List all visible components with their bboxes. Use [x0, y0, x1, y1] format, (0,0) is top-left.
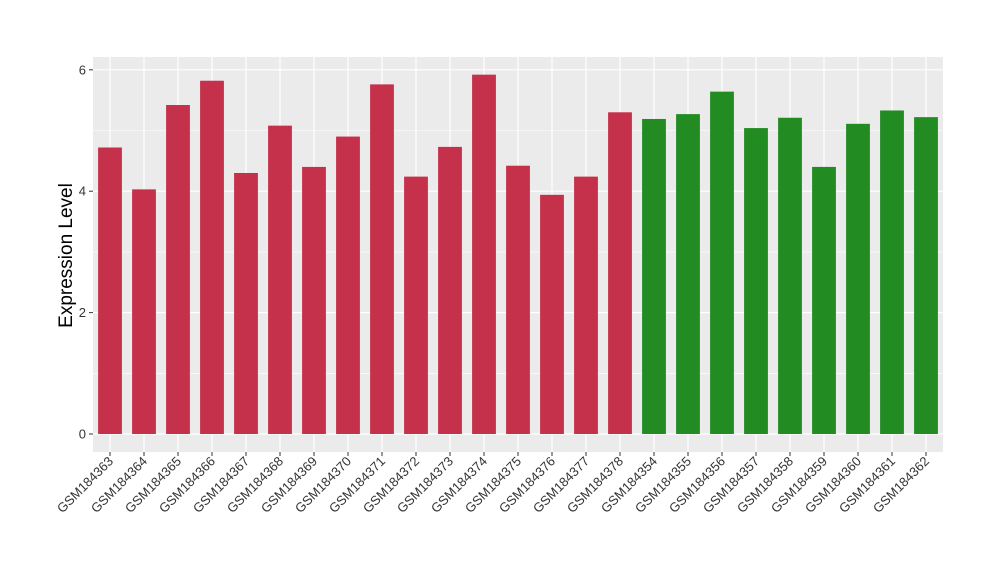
bar-GSM184355: [676, 114, 700, 435]
y-tick-label: 0: [79, 427, 86, 442]
bar-GSM184361: [880, 110, 904, 434]
bar-GSM184360: [846, 123, 870, 434]
bar-GSM184377: [574, 176, 598, 434]
bar-GSM184362: [914, 117, 938, 435]
y-tick-label: 4: [79, 184, 86, 199]
bar-GSM184375: [506, 165, 530, 434]
bar-GSM184368: [268, 125, 292, 434]
bar-GSM184354: [642, 118, 666, 434]
bar-GSM184367: [234, 172, 258, 435]
x-axis: GSM184363GSM184364GSM184365GSM184366GSM1…: [54, 452, 932, 516]
bar-GSM184370: [336, 136, 360, 434]
bar-GSM184366: [200, 80, 224, 434]
y-tick-label: 6: [79, 62, 86, 77]
bars: [98, 74, 938, 435]
bar-GSM184365: [166, 105, 190, 434]
bar-GSM184373: [438, 146, 462, 434]
bar-GSM184356: [710, 91, 734, 435]
y-tick-label: 2: [79, 305, 86, 320]
bar-GSM184378: [608, 112, 632, 434]
bar-GSM184363: [98, 147, 122, 434]
bar-GSM184359: [812, 166, 836, 435]
bar-GSM184374: [472, 74, 496, 434]
y-axis-title: Expression Level: [56, 183, 77, 328]
bar-GSM184357: [744, 128, 768, 434]
bar-GSM184372: [404, 176, 428, 434]
bar-GSM184376: [540, 194, 564, 434]
bar-GSM184364: [132, 189, 156, 434]
bar-GSM184358: [778, 117, 802, 434]
y-axis: 0 2 4 6: [79, 62, 93, 442]
bar-GSM184369: [302, 166, 326, 435]
bar-GSM184371: [370, 84, 394, 435]
